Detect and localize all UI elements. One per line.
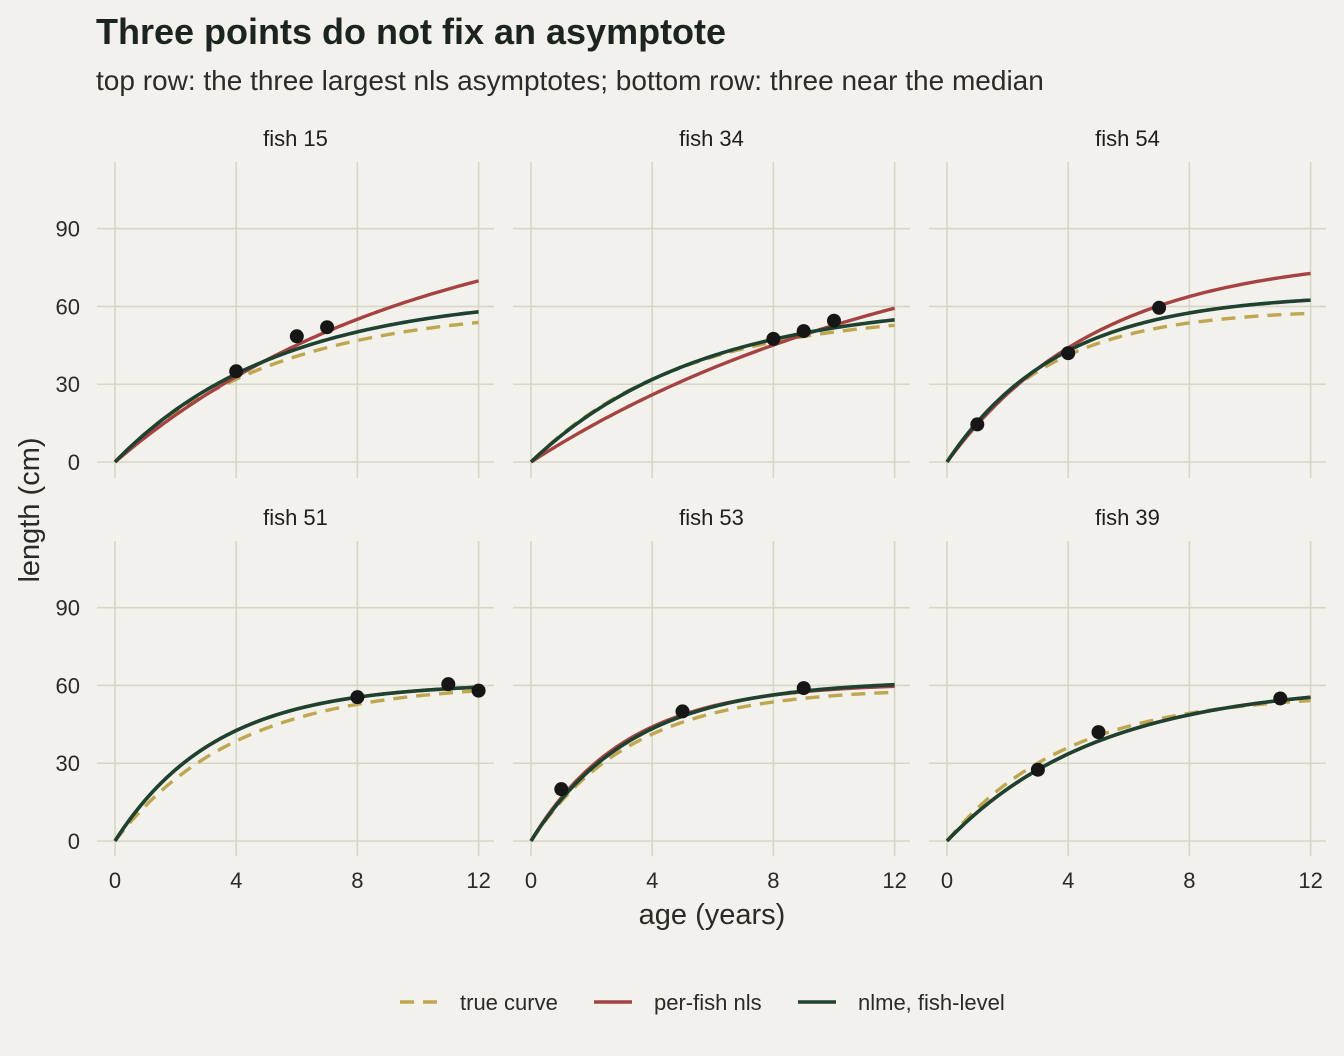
nlme-curve-line bbox=[945, 695, 1311, 843]
observation-point bbox=[289, 329, 304, 344]
observation-point bbox=[229, 364, 244, 379]
panel-fish-39: fish 39 0 4 8 12 bbox=[929, 505, 1326, 893]
x-tick-label: 8 bbox=[351, 868, 363, 893]
panel-fish-54: fish 54 bbox=[929, 126, 1326, 478]
panel-label: fish 34 bbox=[679, 126, 744, 151]
y-tick-label: 0 bbox=[68, 829, 80, 854]
x-tick-label: 0 bbox=[525, 868, 537, 893]
observation-point bbox=[675, 704, 690, 719]
observation-point bbox=[766, 331, 781, 346]
x-tick-label: 4 bbox=[646, 868, 658, 893]
x-tick-label: 8 bbox=[767, 868, 779, 893]
observation-point bbox=[796, 324, 811, 339]
observation-point bbox=[1091, 725, 1106, 740]
observation-point bbox=[1030, 762, 1045, 777]
chart-title: Three points do not fix an asymptote bbox=[96, 11, 726, 52]
panel-fish-15: fish 15 0 30 60 90 bbox=[56, 126, 494, 478]
x-tick-label: 8 bbox=[1183, 868, 1195, 893]
observation-point bbox=[827, 313, 841, 328]
observation-point bbox=[471, 683, 486, 698]
chart-subtitle: top row: the three largest nls asymptote… bbox=[96, 65, 1044, 96]
observation-point bbox=[970, 417, 985, 432]
y-tick-label: 30 bbox=[56, 372, 80, 397]
true-curve-line bbox=[529, 323, 895, 464]
true-curve-line bbox=[945, 698, 1311, 843]
true-curve-line bbox=[113, 689, 479, 843]
nlme-curve-line bbox=[945, 298, 1311, 464]
panel-label: fish 54 bbox=[1095, 126, 1160, 151]
y-tick-label: 0 bbox=[68, 450, 80, 475]
observation-point bbox=[1273, 691, 1288, 706]
y-tick-label: 60 bbox=[56, 673, 80, 698]
x-tick-label: 12 bbox=[466, 868, 490, 893]
nlme-curve-line bbox=[529, 682, 895, 842]
nls-curve-line bbox=[945, 271, 1311, 464]
observation-point bbox=[1152, 300, 1167, 315]
y-tick-label: 90 bbox=[56, 596, 80, 621]
y-tick-label: 60 bbox=[56, 294, 80, 319]
x-axis-title: age (years) bbox=[639, 899, 786, 931]
x-tick-label: 4 bbox=[1062, 868, 1074, 893]
nlme-curve-line bbox=[529, 318, 895, 464]
observation-point bbox=[320, 320, 335, 335]
true-curve-line bbox=[945, 311, 1311, 463]
x-tick-label: 0 bbox=[941, 868, 953, 893]
y-axis-title: length (cm) bbox=[14, 437, 46, 582]
observation-point bbox=[554, 782, 569, 797]
observation-point bbox=[350, 690, 365, 705]
observation-point bbox=[1061, 346, 1076, 361]
nlme-curve-line bbox=[113, 310, 479, 464]
panel-fish-53: fish 53 0 4 8 12 bbox=[513, 505, 910, 893]
true-curve-line bbox=[529, 690, 895, 842]
legend-label-true: true curve bbox=[460, 990, 558, 1015]
x-tick-label: 12 bbox=[882, 868, 906, 893]
y-tick-label: 30 bbox=[56, 751, 80, 776]
observation-point bbox=[796, 681, 811, 696]
panel-fish-51: fish 51 0 30 60 90 0 4 8 12 bbox=[56, 505, 494, 893]
nls-curve-line bbox=[530, 306, 896, 464]
facet-panels: fish 15 0 30 60 90 fish 34 fish 54 fish 51 0 30 60… bbox=[56, 126, 1326, 893]
legend-label-nlme: nlme, fish-level bbox=[858, 990, 1005, 1015]
x-tick-label: 0 bbox=[109, 868, 121, 893]
panel-label: fish 39 bbox=[1095, 505, 1160, 530]
panel-fish-34: fish 34 bbox=[513, 126, 910, 478]
panel-label: fish 53 bbox=[679, 505, 744, 530]
nls-curve-line bbox=[945, 695, 1311, 843]
panel-label: fish 51 bbox=[263, 505, 328, 530]
y-tick-label: 90 bbox=[56, 217, 80, 242]
panel-label: fish 15 bbox=[263, 126, 328, 151]
nls-curve-line bbox=[113, 279, 480, 464]
x-tick-label: 12 bbox=[1298, 868, 1322, 893]
observation-point bbox=[441, 677, 456, 692]
legend: true curve per-fish nls nlme, fish-level bbox=[400, 990, 1005, 1015]
nlme-curve-line bbox=[113, 685, 479, 842]
true-curve-line bbox=[113, 320, 479, 464]
legend-label-nls: per-fish nls bbox=[654, 990, 762, 1015]
x-tick-label: 4 bbox=[230, 868, 242, 893]
